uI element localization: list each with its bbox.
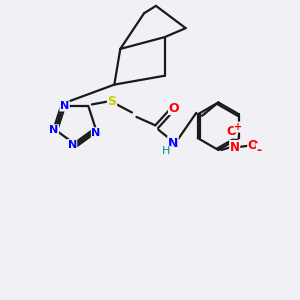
Text: N: N bbox=[92, 128, 101, 138]
Text: N: N bbox=[49, 125, 58, 135]
Text: N: N bbox=[68, 140, 77, 150]
Text: +: + bbox=[234, 122, 242, 132]
Text: -: - bbox=[256, 144, 262, 157]
Text: H: H bbox=[162, 146, 171, 156]
Text: N: N bbox=[60, 101, 69, 111]
Text: S: S bbox=[108, 95, 117, 108]
Text: N: N bbox=[168, 136, 178, 150]
Text: N: N bbox=[230, 140, 240, 154]
Text: O: O bbox=[169, 101, 179, 115]
Text: O: O bbox=[248, 139, 258, 152]
Text: O: O bbox=[226, 125, 237, 138]
